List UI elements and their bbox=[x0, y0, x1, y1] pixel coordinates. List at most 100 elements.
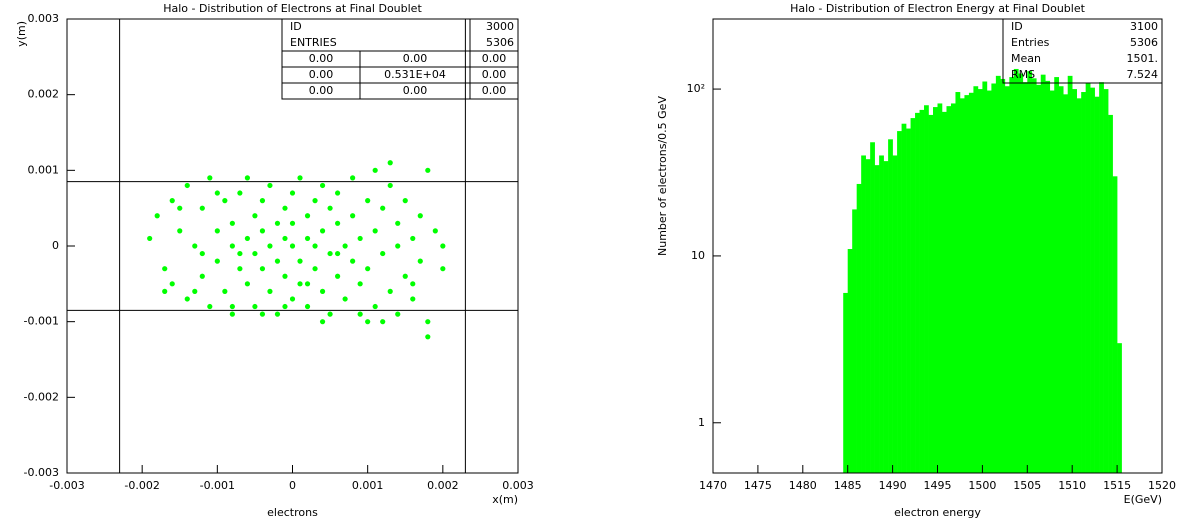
point bbox=[214, 228, 220, 234]
point bbox=[417, 258, 423, 264]
bar bbox=[1045, 80, 1051, 474]
bar bbox=[937, 103, 943, 473]
point bbox=[432, 228, 438, 234]
point bbox=[410, 281, 416, 287]
bar bbox=[879, 155, 884, 473]
bar bbox=[1063, 94, 1069, 473]
bar bbox=[1103, 89, 1109, 473]
point bbox=[372, 167, 378, 173]
point bbox=[395, 220, 401, 226]
point bbox=[312, 243, 318, 249]
point bbox=[440, 266, 446, 272]
point bbox=[402, 273, 408, 279]
bar bbox=[1018, 73, 1024, 473]
point bbox=[252, 303, 258, 310]
point bbox=[289, 220, 296, 226]
point bbox=[289, 243, 296, 249]
point bbox=[357, 281, 363, 287]
stats-value: 3000 bbox=[486, 20, 514, 33]
point bbox=[162, 288, 168, 294]
bar bbox=[1085, 83, 1091, 474]
point bbox=[274, 220, 281, 226]
y-tick-label: 10² bbox=[687, 82, 705, 95]
point bbox=[184, 182, 190, 189]
bar bbox=[919, 109, 925, 473]
point bbox=[372, 303, 378, 310]
point bbox=[237, 266, 243, 272]
x-tick-label: -0.002 bbox=[124, 479, 159, 492]
point bbox=[327, 311, 333, 317]
point bbox=[319, 228, 326, 234]
point bbox=[229, 220, 235, 226]
x-tick-label: 1520 bbox=[1148, 479, 1176, 492]
bar bbox=[1036, 84, 1042, 474]
stats-box bbox=[1002, 18, 1163, 84]
bar bbox=[924, 105, 929, 474]
bar bbox=[906, 128, 911, 473]
y-tick-label: -0.003 bbox=[24, 466, 59, 479]
point bbox=[169, 281, 175, 287]
point bbox=[395, 311, 401, 317]
point bbox=[380, 250, 386, 257]
bar bbox=[1094, 96, 1100, 473]
point bbox=[252, 213, 258, 219]
bar bbox=[865, 159, 871, 473]
point bbox=[380, 319, 386, 325]
bar bbox=[1081, 92, 1086, 473]
point bbox=[252, 250, 258, 257]
y-axis-label: y(m) bbox=[15, 21, 28, 47]
bar bbox=[852, 209, 857, 473]
bar bbox=[1067, 75, 1073, 473]
bar bbox=[946, 106, 952, 473]
point bbox=[259, 311, 266, 317]
point bbox=[244, 235, 250, 242]
point bbox=[282, 273, 288, 279]
bar bbox=[874, 165, 880, 473]
bar bbox=[1009, 77, 1015, 474]
stats-cell: 0.531E+04 bbox=[384, 68, 446, 81]
y-tick-label: 1 bbox=[698, 416, 705, 429]
point bbox=[274, 258, 281, 264]
bar bbox=[1027, 71, 1033, 473]
point bbox=[222, 288, 228, 294]
bar bbox=[901, 123, 907, 474]
point bbox=[267, 288, 273, 294]
y-tick-label: 10 bbox=[691, 249, 705, 262]
bar bbox=[1072, 89, 1077, 473]
chart-title: Halo - Distribution of Electrons at Fina… bbox=[163, 2, 422, 15]
point bbox=[177, 205, 183, 211]
y-tick-label: 0.002 bbox=[28, 88, 60, 101]
point bbox=[297, 175, 303, 181]
point bbox=[312, 198, 318, 204]
point bbox=[327, 205, 333, 211]
stats-cell: 0.00 bbox=[403, 84, 428, 97]
point bbox=[387, 160, 393, 166]
point bbox=[402, 198, 408, 204]
point bbox=[199, 205, 205, 211]
point bbox=[297, 258, 303, 264]
bar bbox=[977, 89, 983, 473]
stats-label: ID bbox=[1011, 20, 1023, 33]
bar bbox=[1004, 86, 1010, 474]
point bbox=[335, 250, 341, 257]
bar bbox=[883, 161, 889, 473]
point bbox=[380, 205, 386, 211]
point bbox=[199, 273, 205, 279]
point bbox=[199, 250, 205, 257]
point bbox=[162, 266, 168, 272]
stats-value: 5306 bbox=[1130, 36, 1158, 49]
x-axis-label: E(GeV) bbox=[1124, 493, 1162, 506]
point bbox=[425, 319, 431, 325]
bar bbox=[856, 183, 862, 473]
point bbox=[335, 190, 341, 196]
x-tick-label: 1485 bbox=[834, 479, 862, 492]
point bbox=[387, 182, 393, 189]
bar bbox=[1049, 90, 1055, 473]
stats-cell: 0.00 bbox=[309, 84, 334, 97]
x-tick-label: 1500 bbox=[968, 479, 996, 492]
point bbox=[289, 296, 296, 302]
stats-value: 7.524 bbox=[1127, 68, 1159, 81]
bar bbox=[1099, 82, 1104, 474]
x-tick-label: -0.003 bbox=[49, 479, 84, 492]
